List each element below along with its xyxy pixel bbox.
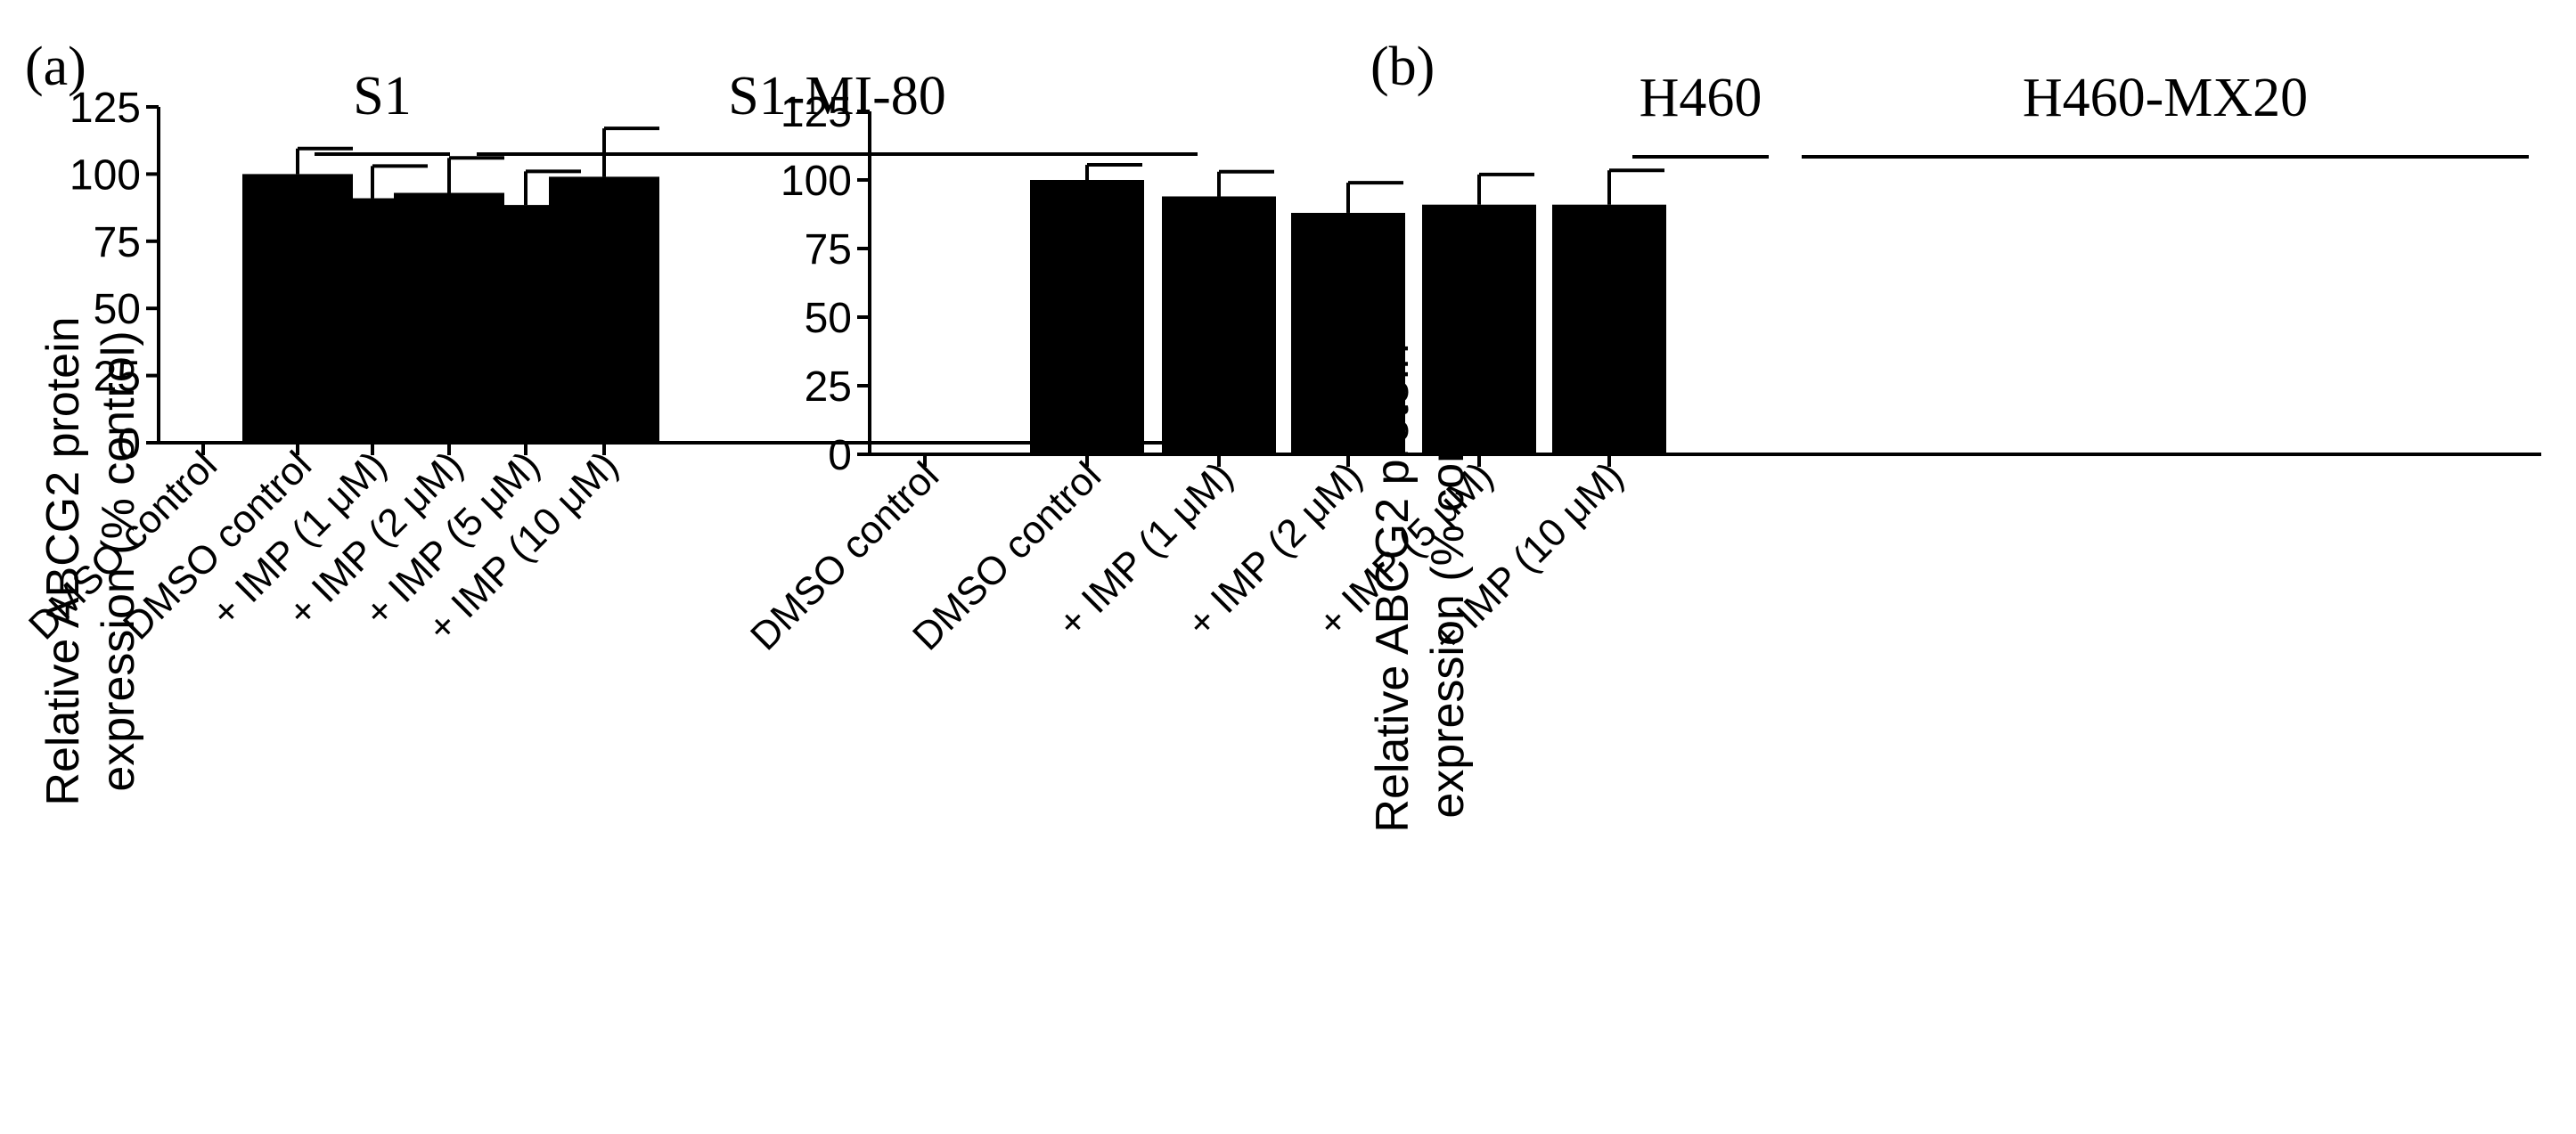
panel-a-y-axis-title-line1: Relative ABCG2 protein: [37, 316, 89, 805]
panel-b-bar: [1291, 212, 1405, 454]
panel-a-chart: (a) Relative ABCG2 protein expression (%…: [20, 37, 1198, 806]
panel-b-group-label: H460-MX20: [2023, 68, 2308, 128]
panel-a-y-axis-title: Relative ABCG2 protein expression (% con…: [37, 316, 144, 805]
panel-a-y-tick-label: 100: [70, 151, 141, 199]
panel-b-bar: [1162, 196, 1276, 455]
panel-b-bar: [1422, 204, 1536, 454]
panel-a-bar: [549, 176, 659, 443]
panel-a-y-tick-label: 75: [94, 219, 141, 266]
panel-a-y-axis-title-line2: expression (% control): [93, 330, 144, 791]
panel-a-label: (a): [25, 37, 86, 97]
panel-b-bar: [1030, 180, 1144, 454]
panel-b-label: (b): [1370, 37, 1435, 97]
panel-b-bar: [1552, 204, 1666, 454]
panel-a-group-label: S1: [353, 66, 411, 126]
panel-a-group-label: S1-MI-80: [728, 66, 946, 126]
panel-b-y-tick-label: 0: [828, 432, 852, 479]
panel-b-y-tick-label: 75: [805, 226, 852, 273]
panel-a-y-tick-label: 25: [94, 354, 141, 401]
panel-b-y-tick-label: 100: [781, 158, 852, 205]
panel-b-y-tick-label: 125: [781, 89, 852, 136]
panel-b-y-tick-label: 25: [805, 363, 852, 411]
panel-a-y-tick-label: 0: [117, 420, 141, 468]
panel-b-group-label: H460: [1640, 68, 1762, 128]
panel-a-y-tick-label: 125: [70, 85, 141, 132]
panel-a-y-tick-label: 50: [94, 286, 141, 333]
panel-b-y-tick-label: 50: [805, 295, 852, 342]
